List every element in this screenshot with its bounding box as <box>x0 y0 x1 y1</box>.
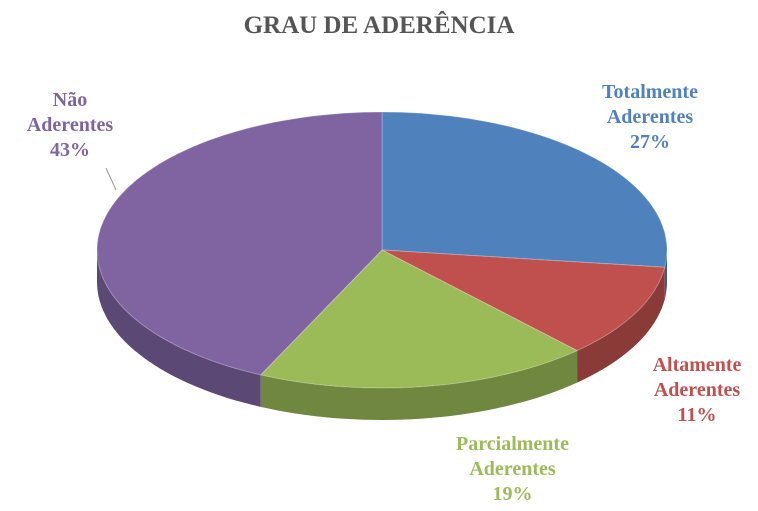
category-label: Totalmente Aderentes <box>602 81 698 128</box>
slice-side <box>97 250 261 407</box>
slice <box>381 249 666 352</box>
value-label: 27% <box>630 131 670 153</box>
data-label: Não Aderentes 43% <box>10 88 130 163</box>
slice-side <box>664 250 667 300</box>
value-label: 43% <box>50 139 90 161</box>
slice <box>381 111 668 268</box>
category-label: Parcialmente Aderentes <box>456 433 569 480</box>
value-label: 19% <box>492 483 533 505</box>
chart-title: GRAU DE ADERÊNCIA <box>243 12 515 39</box>
category-label: Não Aderentes <box>26 89 114 136</box>
data-label: Parcialmente Aderentes 19% <box>440 432 585 507</box>
data-label: Altamente Aderentes 11% <box>632 353 758 428</box>
slice-side <box>577 267 665 383</box>
value-label: 11% <box>677 404 717 426</box>
slice <box>259 249 579 389</box>
slice-side <box>260 350 578 420</box>
data-label: Totalmente Aderentes 27% <box>585 80 715 155</box>
leader-line <box>105 167 117 191</box>
category-label: Altamente Aderentes <box>652 354 742 401</box>
slice <box>96 111 383 376</box>
